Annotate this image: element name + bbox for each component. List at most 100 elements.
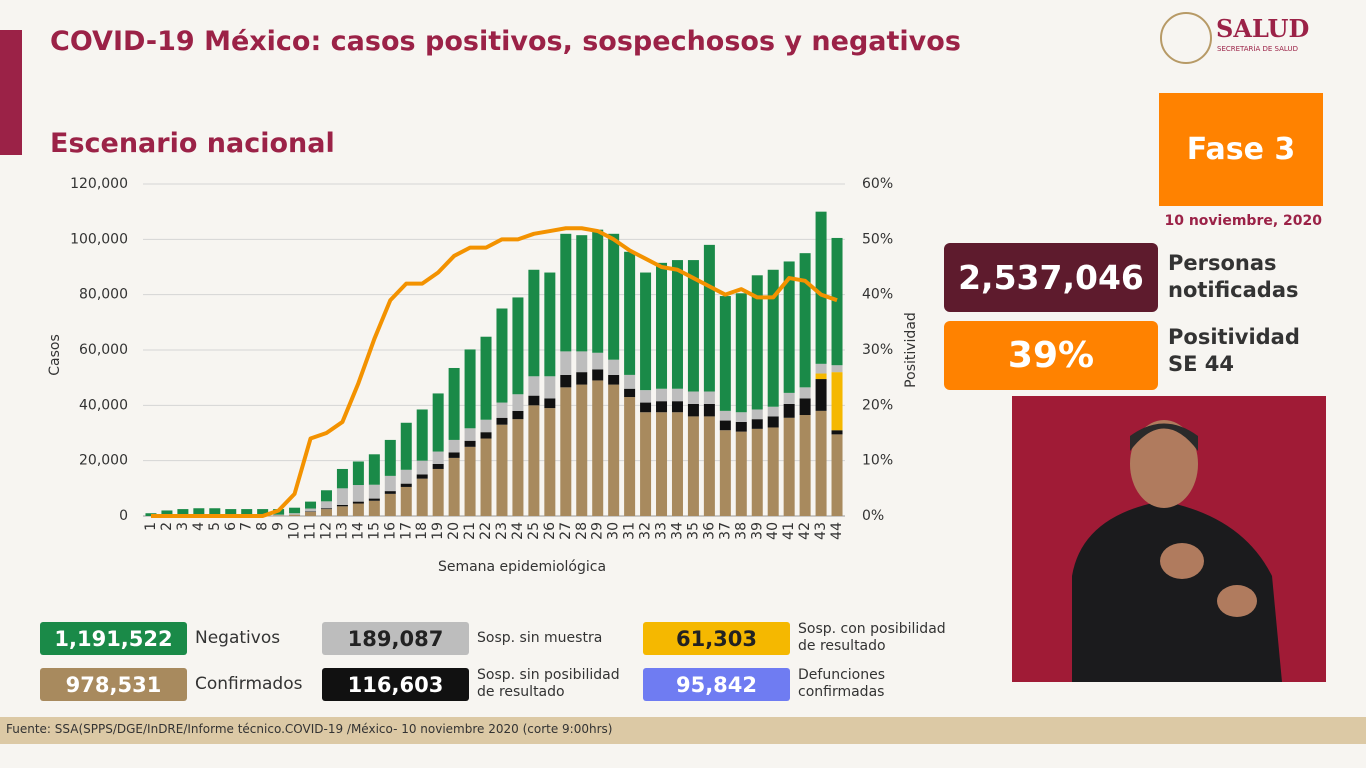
bar-segment — [799, 398, 811, 416]
x-tick-label: 23 — [494, 522, 510, 540]
footer-bar — [0, 717, 1366, 744]
bar-segment — [576, 351, 588, 373]
bar-segment — [592, 352, 604, 370]
bar-segment — [687, 391, 699, 404]
bar-segment — [528, 405, 540, 516]
x-tick-label: 31 — [622, 522, 638, 540]
bar-segment — [368, 500, 380, 516]
bar-segment — [624, 397, 636, 516]
positivity-label: Positividad SE 44 — [1168, 325, 1300, 376]
bar-segment — [289, 513, 301, 515]
bar-segment — [815, 410, 827, 516]
bar-segment — [799, 387, 811, 399]
bar-segment — [336, 468, 348, 489]
x-tick-label: 15 — [366, 522, 382, 540]
legend-label: Sosp. sin posibilidad de resultado — [477, 667, 620, 700]
bar-segment — [687, 416, 699, 516]
bar-segment — [592, 369, 604, 381]
y2-tick-label: 40% — [862, 287, 893, 303]
bar-segment — [336, 504, 348, 507]
x-tick-label: 1 — [143, 522, 159, 531]
bar-segment — [608, 233, 620, 360]
title: COVID-19 México: casos positivos, sospec… — [50, 26, 961, 57]
bar-segment — [257, 509, 269, 516]
phase: Fase 3 — [1159, 93, 1323, 206]
bar-segment — [400, 483, 412, 487]
x-tick-label: 39 — [749, 522, 765, 540]
x-tick-label: 19 — [430, 522, 446, 540]
interpreter-video — [1012, 396, 1326, 682]
x-tick-label: 16 — [382, 522, 398, 540]
notified: 2,537,046 — [944, 243, 1158, 312]
legend-total: 61,303 — [643, 622, 790, 655]
bar-segment — [305, 511, 317, 516]
legend-label: Negativos — [195, 627, 281, 648]
bar-segment — [289, 507, 301, 514]
x-tick-label: 12 — [318, 522, 334, 540]
x-tick-label: 33 — [654, 522, 670, 540]
bar-segment — [273, 514, 285, 516]
x-tick-label: 11 — [303, 522, 319, 540]
x-tick-label: 9 — [271, 522, 287, 531]
y2-tick-label: 0% — [862, 508, 884, 524]
bar-segment — [368, 484, 380, 499]
bar-segment — [464, 349, 476, 429]
hand — [1217, 585, 1257, 617]
y-tick-label: 100,000 — [70, 231, 128, 247]
bar-segment — [815, 363, 827, 374]
bar-segment — [719, 410, 731, 421]
bar-segment — [161, 510, 173, 516]
bar-segment — [671, 401, 683, 413]
x-tick-label: 7 — [239, 522, 255, 531]
bar-segment — [671, 412, 683, 516]
bar-segment — [496, 424, 508, 516]
x-tick-label: 3 — [175, 522, 191, 531]
bar-segment — [209, 508, 221, 516]
bar-segment — [384, 439, 396, 476]
bar-segment — [592, 380, 604, 516]
y-tick-label: 20,000 — [79, 453, 128, 469]
bar-segment — [496, 308, 508, 403]
x-tick-label: 28 — [574, 522, 590, 540]
bar-segment — [241, 509, 253, 516]
y-tick-label: 60,000 — [79, 342, 128, 358]
bar-segment — [400, 422, 412, 470]
bar-segment — [464, 428, 476, 441]
legend-label: Confirmados — [195, 673, 303, 694]
x-tick-label: 5 — [207, 522, 223, 531]
bar-segment — [512, 394, 524, 411]
x-tick-label: 35 — [685, 522, 701, 540]
bar-segment — [193, 508, 205, 516]
bar-segment — [464, 446, 476, 516]
x-tick-label: 30 — [606, 522, 622, 540]
bar-segment — [480, 432, 492, 439]
source: Fuente: SSA(SPPS/DGE/InDRE/Informe técni… — [6, 722, 613, 736]
bar-segment — [703, 403, 715, 417]
bar-segment — [352, 501, 364, 504]
bar-segment — [432, 468, 444, 516]
bar-segment — [320, 509, 332, 516]
bar-segment — [305, 501, 317, 509]
bar-segment — [783, 403, 795, 418]
bar-segment — [448, 457, 460, 516]
bar-segment — [831, 434, 843, 516]
y2-tick-label: 50% — [862, 231, 893, 247]
bar-segment — [656, 412, 668, 516]
body — [1072, 501, 1282, 682]
bar-segment — [751, 428, 763, 516]
x-tick-label: 32 — [638, 522, 654, 540]
bar-segment — [767, 269, 779, 407]
bar-segment — [432, 451, 444, 464]
bar-segment — [416, 474, 428, 479]
bar-segment — [671, 260, 683, 389]
bar-segment — [624, 388, 636, 398]
bar-segment — [576, 372, 588, 385]
bar-segment — [687, 260, 699, 392]
bar-segment — [656, 401, 668, 413]
bar-segment — [384, 475, 396, 492]
date: 10 noviembre, 2020 — [1164, 213, 1322, 229]
bar-segment — [480, 419, 492, 433]
hair — [1130, 423, 1198, 451]
logo: SALUD — [1216, 14, 1310, 43]
bar-segment — [640, 412, 652, 516]
